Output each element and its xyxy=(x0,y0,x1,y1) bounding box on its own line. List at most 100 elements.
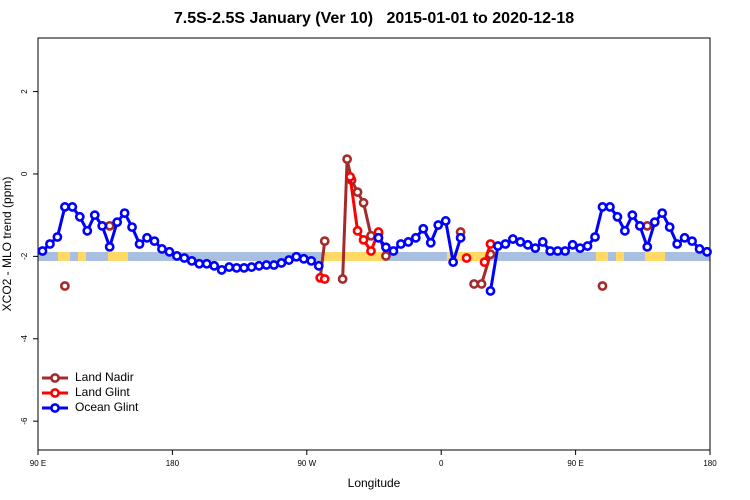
data-point xyxy=(306,255,317,266)
data-point xyxy=(381,251,391,261)
land-strip xyxy=(108,252,128,261)
data-point xyxy=(134,239,145,249)
data-point xyxy=(291,251,302,262)
data-point xyxy=(642,220,653,231)
data-point xyxy=(476,279,487,289)
data-point xyxy=(582,241,593,251)
data-point xyxy=(537,237,548,247)
data-point xyxy=(433,220,444,230)
data-point xyxy=(104,220,115,231)
legend-marker xyxy=(50,388,60,398)
data-point xyxy=(45,239,55,249)
legend-marker xyxy=(50,373,60,383)
data-point xyxy=(276,258,287,268)
data-point xyxy=(590,232,600,242)
data-point xyxy=(149,236,160,247)
data-point xyxy=(104,241,115,252)
data-point xyxy=(352,225,363,236)
data-point xyxy=(612,211,623,222)
data-point xyxy=(269,260,279,270)
y-tick-label: 0 xyxy=(20,171,29,176)
y-tick-label: -2 xyxy=(20,252,29,260)
data-point xyxy=(395,239,406,249)
data-point xyxy=(209,260,220,271)
data-point xyxy=(283,255,294,265)
data-point xyxy=(239,262,249,273)
legend-label: Land Nadir xyxy=(75,370,134,384)
data-point xyxy=(649,217,660,228)
data-point xyxy=(142,232,152,243)
series xyxy=(37,202,712,296)
x-tick-label: 180 xyxy=(703,459,717,468)
data-point xyxy=(224,262,235,272)
data-point xyxy=(552,246,563,256)
data-point xyxy=(74,211,85,222)
data-point xyxy=(373,232,384,243)
data-point xyxy=(254,260,264,271)
data-point xyxy=(59,281,70,291)
data-point xyxy=(403,237,414,247)
data-point xyxy=(381,242,391,253)
data-point xyxy=(97,220,108,231)
data-point xyxy=(52,232,63,242)
data-point xyxy=(59,202,70,212)
x-tick-label: 90 E xyxy=(567,459,583,468)
y-tick-label: 2 xyxy=(20,89,29,94)
data-point xyxy=(37,246,48,256)
data-point xyxy=(634,220,645,231)
x-tick-label: 0 xyxy=(439,459,444,468)
data-point xyxy=(455,232,466,243)
data-point xyxy=(342,154,353,165)
legend-marker xyxy=(50,403,60,413)
data-point xyxy=(418,223,429,234)
data-point xyxy=(298,253,309,264)
data-point xyxy=(560,246,571,256)
land-strip xyxy=(616,252,624,261)
data-point xyxy=(485,239,496,249)
data-point xyxy=(522,239,533,250)
data-point xyxy=(313,260,324,271)
data-point xyxy=(179,253,190,263)
data-point xyxy=(186,255,197,266)
data-point xyxy=(216,265,227,275)
data-point xyxy=(231,262,242,273)
data-point xyxy=(358,197,369,208)
data-point xyxy=(352,187,363,197)
data-point xyxy=(127,222,137,233)
data-point xyxy=(672,239,683,249)
data-point xyxy=(545,246,556,256)
series-line xyxy=(318,240,327,278)
data-point xyxy=(366,246,376,256)
land-strip xyxy=(78,252,86,261)
data-point xyxy=(171,251,182,261)
data-point xyxy=(627,210,638,221)
data-point xyxy=(515,237,526,247)
data-point xyxy=(597,281,608,291)
data-point xyxy=(448,257,459,268)
data-point xyxy=(410,232,421,243)
y-tick-label: -6 xyxy=(20,417,29,425)
data-point xyxy=(485,286,496,296)
x-tick-label: 180 xyxy=(166,459,180,468)
data-point xyxy=(619,225,630,236)
data-point xyxy=(679,232,690,243)
data-point xyxy=(366,230,376,241)
data-point xyxy=(461,253,472,263)
data-point xyxy=(388,246,399,256)
data-point xyxy=(507,234,518,244)
data-point xyxy=(530,243,541,254)
chart-title: 7.5S-2.5S January (Ver 10) 2015-01-01 to… xyxy=(174,10,574,27)
data-point xyxy=(657,208,668,218)
data-point xyxy=(194,258,205,269)
data-point xyxy=(119,208,130,218)
data-point xyxy=(246,262,257,272)
data-point xyxy=(575,243,585,254)
legend-label: Ocean Glint xyxy=(75,400,139,414)
data-point xyxy=(493,241,503,251)
data-point xyxy=(694,244,705,254)
plot-frame xyxy=(37,37,711,451)
data-point xyxy=(440,216,451,226)
land-strip xyxy=(58,252,70,261)
